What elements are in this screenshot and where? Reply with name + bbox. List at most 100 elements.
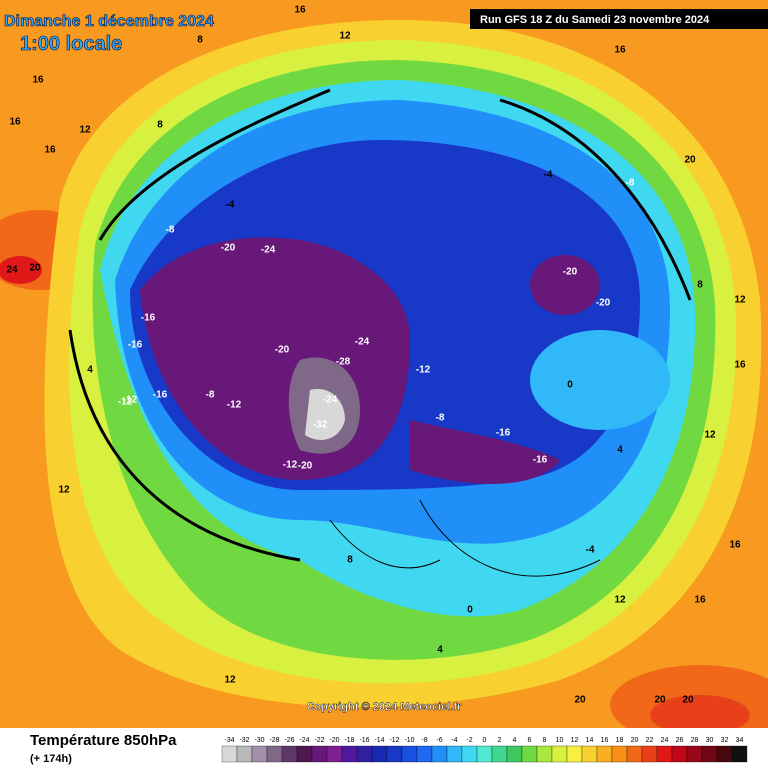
colorbar-swatch [401,745,418,763]
colorbar-swatch [266,745,283,763]
colorbar-label: -26 [284,737,294,744]
colorbar-swatch [356,745,373,763]
colorbar-swatch [731,745,748,763]
colorbar-label: -10 [404,737,414,744]
map-label: -12 [123,395,138,406]
map-label: -16 [496,428,511,439]
map-label: 24 [6,265,18,276]
map-label: 16 [734,360,746,371]
colorbar-swatch [281,745,298,763]
colorbar-label: 20 [631,737,639,744]
colorbar-label: 10 [556,737,564,744]
colorbar-swatch [521,745,538,763]
map-label: 0 [567,380,573,391]
colorbar-swatch [506,745,523,763]
colorbar-swatch [686,745,703,763]
map-label: 12 [614,595,626,606]
colorbar-swatch [236,745,253,763]
colorbar-label: -18 [344,737,354,744]
map-label: -16 [141,313,156,324]
map-label: 4 [87,365,93,376]
colorbar-swatch [251,745,268,763]
colorbar-label: 18 [616,737,624,744]
map-label: 20 [574,695,586,706]
map-label: -20 [596,298,611,309]
map-label: 20 [654,695,666,706]
band-purple [410,420,560,484]
map-label: 20 [29,263,41,274]
map-label: -4 [226,200,235,211]
colorbar-swatch [221,745,238,763]
map-label: -8 [436,413,445,424]
map-label: 16 [32,75,44,86]
map-date: Dimanche 1 décembre 2024 [4,13,214,30]
band-cyan [530,330,670,430]
colorbar-label: 32 [721,737,729,744]
colorbar-label: -20 [329,737,339,744]
colorbar-label: 24 [661,737,669,744]
colorbar-label: -34 [224,737,234,744]
map-label: 20 [682,695,694,706]
map-label: -8 [166,225,175,236]
colorbar-label: -6 [436,737,442,744]
map-label: -16 [153,390,168,401]
colorbar-swatch [656,745,673,763]
map-label: 12 [734,295,746,306]
colorbar-swatch [341,745,358,763]
map-label: -4 [544,170,553,181]
warm-area [0,256,42,284]
colorbar-swatch [716,745,733,763]
colorbar-swatch [311,745,328,763]
map-label: 12 [58,485,70,496]
copyright: Copyright © 2024 Meteociel.fr [307,701,463,713]
map-label: -8 [206,390,215,401]
map-label: 8 [697,280,703,291]
colorbar-label: 30 [706,737,714,744]
colorbar-swatch [326,745,343,763]
colorbar-label: -30 [254,737,264,744]
colorbar-label: -16 [359,737,369,744]
map-label: -24 [355,337,370,348]
colorbar-label: 4 [513,737,517,744]
colorbar-swatch [536,745,553,763]
map-label: -4 [586,545,595,556]
map-label: 12 [339,31,351,42]
footer-title: Température 850hPa [30,732,177,749]
map-label: -28 [336,357,351,368]
colorbar-label: 8 [543,737,547,744]
colorbar-swatch [431,745,448,763]
band-purple [530,255,600,315]
map-label: -8 [626,178,635,189]
colorbar-label: 28 [691,737,699,744]
colorbar-label: 0 [483,737,487,744]
colorbar-swatch [416,745,433,763]
map-label: 12 [224,675,236,686]
map-label: -20 [275,345,290,356]
colorbar-label: -32 [239,737,249,744]
colorbar-swatch [641,745,658,763]
colorbar-label: -8 [421,737,427,744]
map-label: -12 [283,460,298,471]
map-label: 16 [729,540,741,551]
colorbar-label: -28 [269,737,279,744]
map-label: -12 [416,365,431,376]
map-time: 1:00 locale [20,33,122,55]
map-label: 8 [157,120,163,131]
map-label: 4 [437,645,443,656]
map-label: 20 [684,155,696,166]
run-box [470,9,768,29]
colorbar-label: -12 [389,737,399,744]
colorbar-swatch [296,745,313,763]
colorbar-swatch [461,745,478,763]
colorbar-label: 16 [601,737,609,744]
coastline [329,499,601,577]
map-label: 4 [617,445,623,456]
map-label: 16 [614,45,626,56]
map-label: -16 [128,340,143,351]
colorbar-swatch [491,745,508,763]
band-coldest [305,389,345,440]
map-label: -32 [313,420,328,431]
